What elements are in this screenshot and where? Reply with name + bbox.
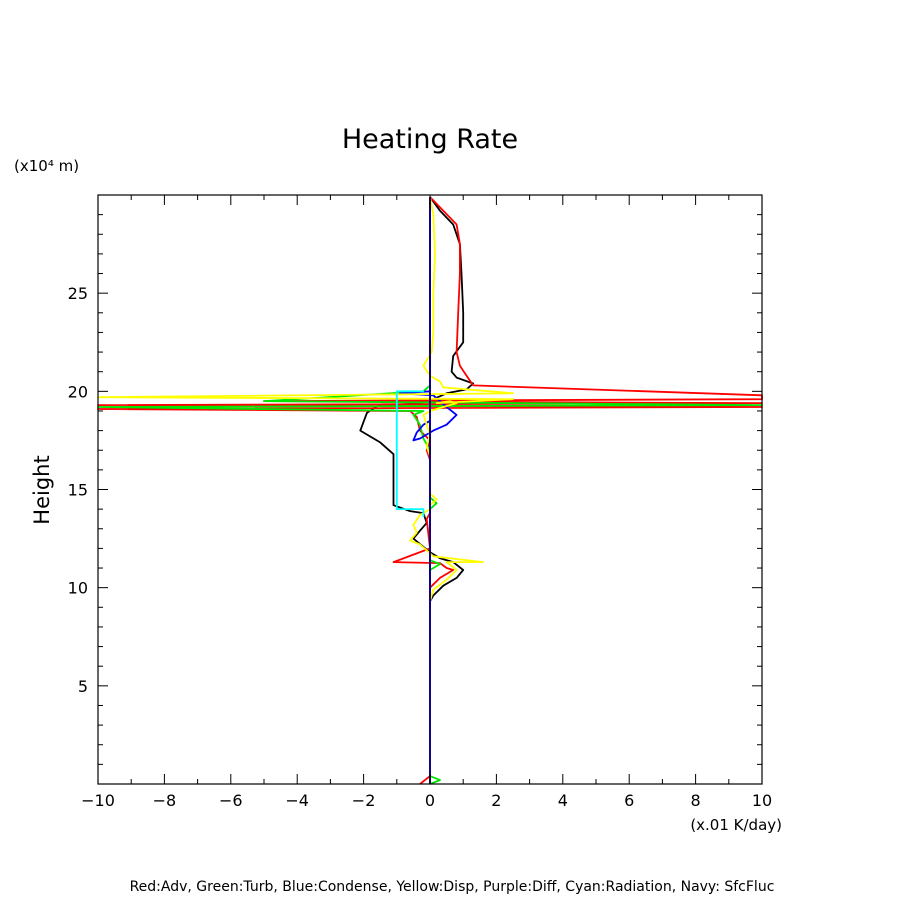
- x-tick-label: −6: [219, 791, 243, 810]
- x-tick-label: −2: [352, 791, 376, 810]
- y-tick-label: 15: [68, 481, 88, 500]
- series-line-total: [359, 196, 475, 784]
- x-axis-label: (x.01 K/day): [690, 816, 782, 834]
- y-tick-label: 20: [68, 382, 88, 401]
- y-axis-label: Height: [30, 455, 54, 524]
- y-tick-label: 5: [78, 677, 88, 696]
- x-tick-label: 8: [691, 791, 701, 810]
- plot-series: [97, 196, 763, 785]
- axis-tick-labels: −10 −8 −6 −4 −2 0 2 4 6 8 10 5 10 15 20 25: [68, 284, 773, 810]
- chart-title: Heating Rate: [342, 124, 518, 155]
- plot-frame: [97, 194, 763, 785]
- x-tick-label: −4: [285, 791, 309, 810]
- x-tick-label: −10: [81, 791, 115, 810]
- series-line-blue: [399, 197, 458, 784]
- legend: Red:Adv, Green:Turb, Blue:Condense, Yell…: [130, 879, 775, 895]
- x-tick-label: 6: [624, 791, 634, 810]
- y-tick-label: 25: [68, 284, 88, 303]
- x-tick-label: 2: [491, 791, 501, 810]
- y-unit-label: (x10⁴ m): [14, 157, 79, 175]
- y-tick-label: 10: [68, 579, 88, 598]
- series-line-yellow: [97, 196, 514, 784]
- x-tick-label: 4: [558, 791, 568, 810]
- series-line-cyan: [395, 390, 425, 517]
- x-tick-label: 10: [752, 791, 772, 810]
- x-tick-label: −8: [153, 791, 177, 810]
- x-tick-label: 0: [425, 791, 435, 810]
